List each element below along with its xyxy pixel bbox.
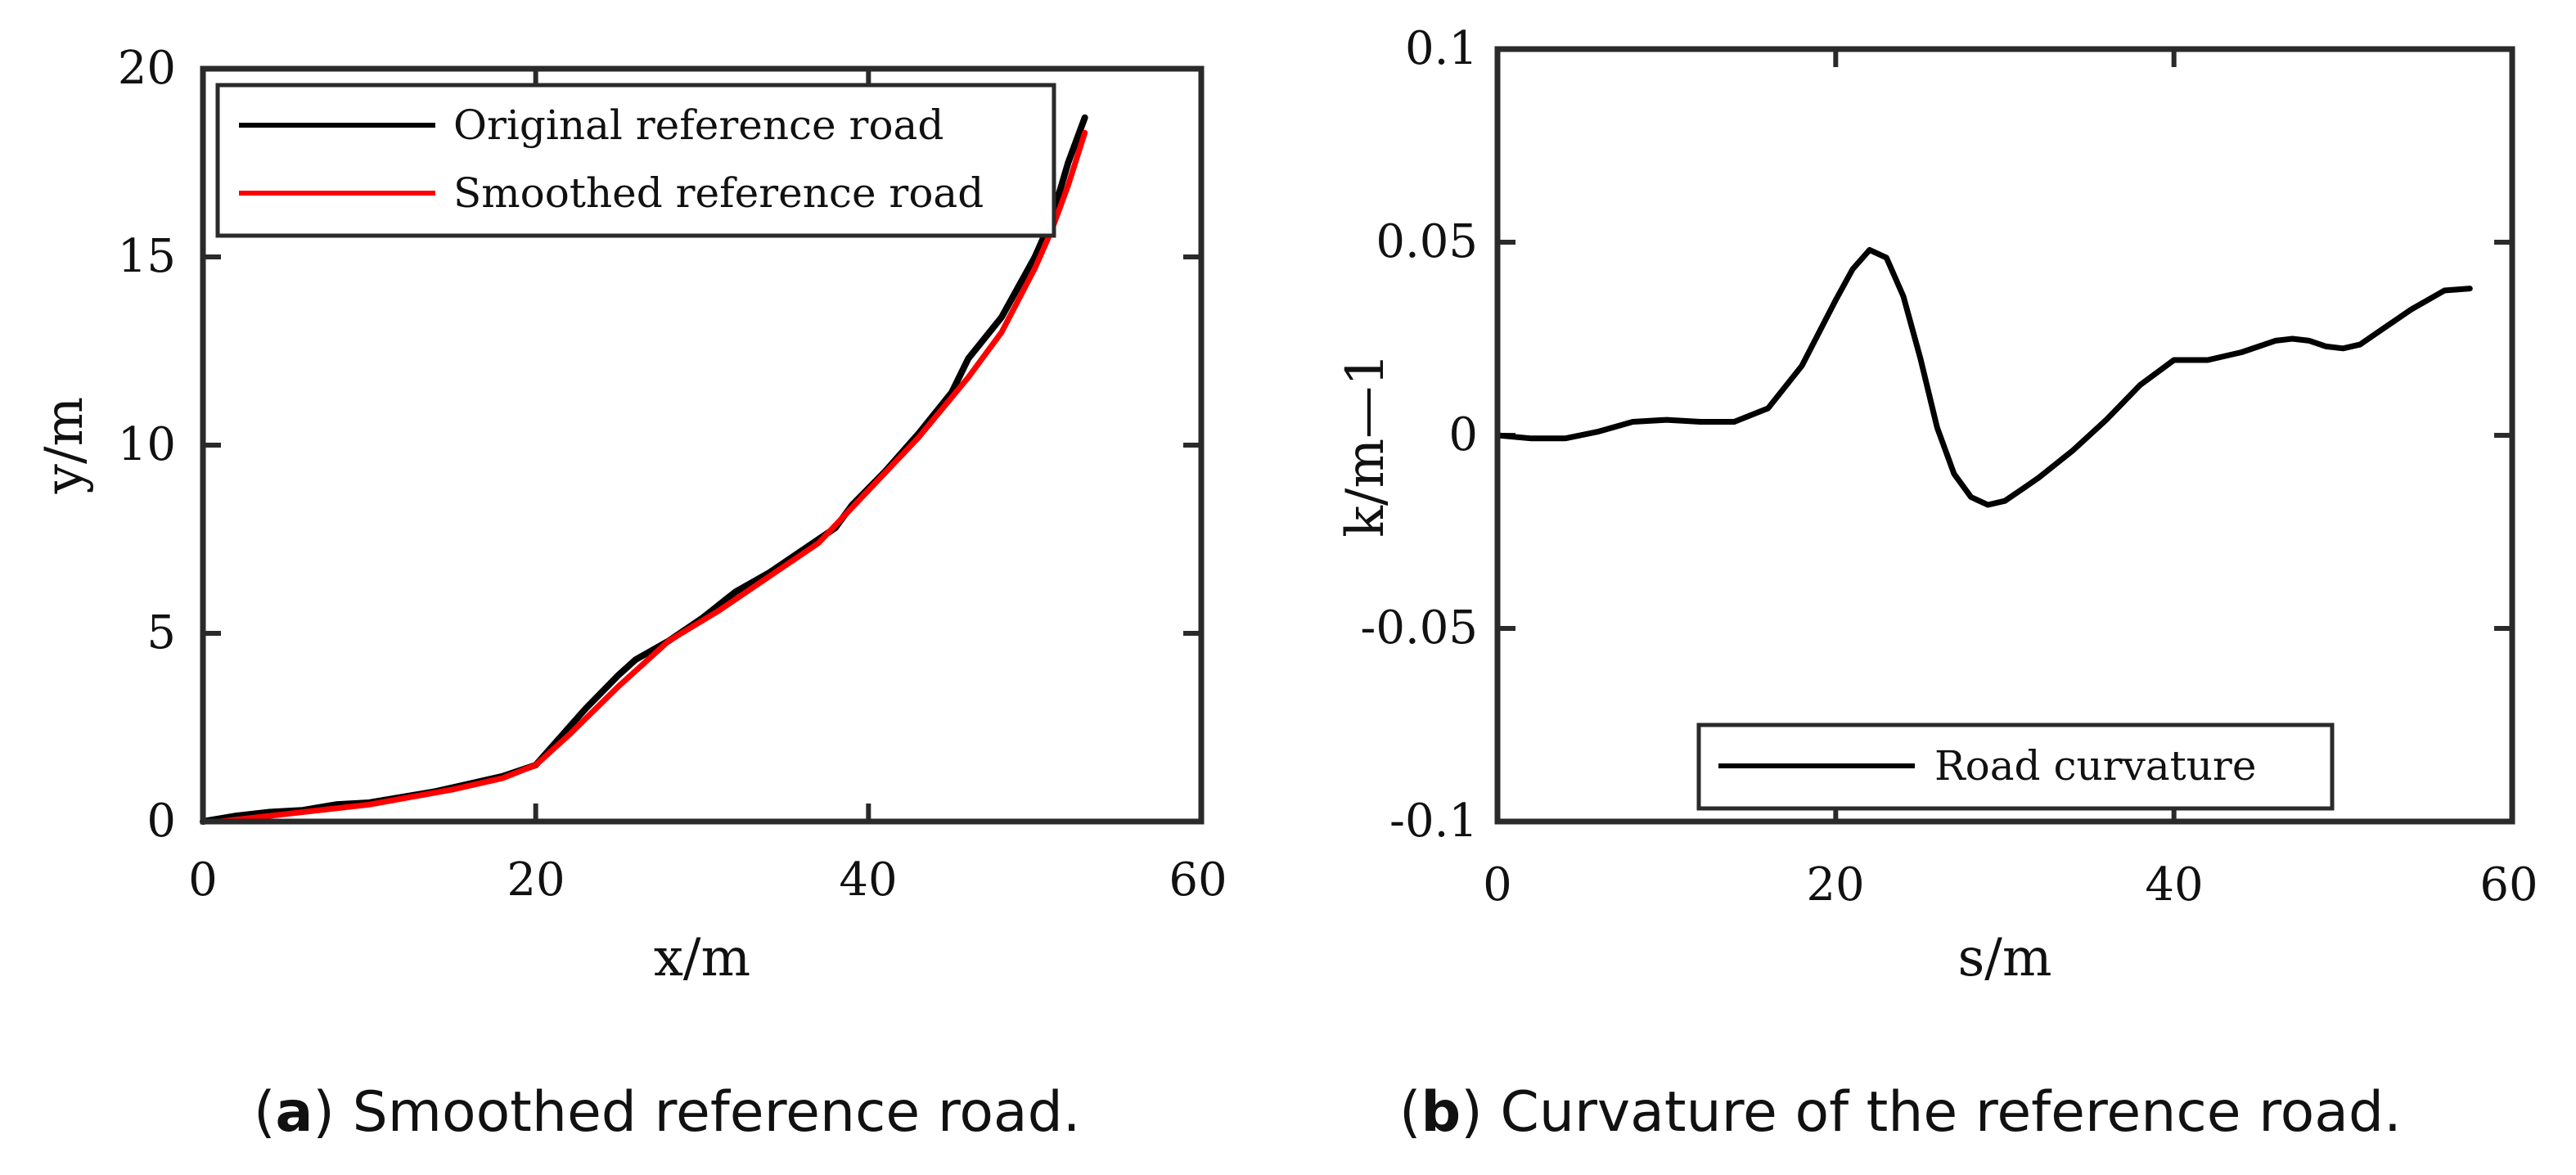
caption-a: (a) Smoothed reference road.: [254, 1080, 1081, 1145]
panel-b: 0 20 40 60 -0.1 -0.05 0 0.05 0.1 s/m k/m…: [1335, 22, 2538, 988]
panel-a-xlabel: x/m: [654, 928, 750, 988]
panel-b-ylabel: k/m—1: [1335, 353, 1396, 538]
panel-b-ytick-0.1: 0.1: [1405, 22, 1478, 75]
panel-b-xtick-20: 20: [1806, 858, 1864, 912]
panel-b-xtick-40: 40: [2145, 858, 2203, 912]
panel-a-xtick-20: 20: [507, 853, 565, 907]
panel-a-series-line-smoothed-reference-road: [216, 129, 1088, 825]
panel-a: 0 20 40 60 0 5 10 15 20 x/m y/m Original…: [34, 42, 1227, 988]
caption-b-text: Curvature of the reference road.: [1482, 1080, 2402, 1145]
panel-b-series-line-road-curvature: [1494, 246, 2473, 508]
caption-a-letter: a: [275, 1080, 313, 1145]
panel-a-legend-box: [215, 83, 1056, 238]
panel-a-ytick-10: 10: [118, 418, 176, 471]
panel-b-ytick-m0.05: -0.05: [1360, 601, 1478, 655]
panel-a-axes-box: [200, 65, 1205, 825]
caption-a-text: Smoothed reference road.: [334, 1080, 1081, 1145]
panel-a-xtick-0: 0: [188, 853, 218, 907]
panel-b-axes-box: [1494, 46, 2515, 825]
panel-a-ytick-20: 20: [118, 42, 176, 95]
panel-a-series: [200, 114, 1088, 825]
panel-b-ytick-m0.1: -0.1: [1389, 795, 1478, 848]
panel-a-ytick-5: 5: [146, 606, 176, 660]
panel-a-xtick-40: 40: [839, 853, 897, 907]
legend-label-road-curvature: Road curvature: [1934, 742, 2256, 790]
panel-b-legend: Road curvature: [1696, 723, 2335, 811]
panel-a-ylabel: y/m: [34, 397, 95, 494]
caption-b: (b) Curvature of the reference road.: [1399, 1080, 2402, 1145]
panel-b-xlabel: s/m: [1957, 928, 2051, 988]
panel-b-series: [1494, 246, 2473, 508]
panel-b-xtick-0: 0: [1483, 858, 1512, 912]
panel-b-xtick-60: 60: [2479, 858, 2538, 912]
panel-b-ticks: [1495, 47, 2515, 824]
panel-a-ytick-0: 0: [146, 795, 176, 848]
panel-a-xtick-60: 60: [1169, 853, 1227, 907]
panel-b-ytick-0: 0: [1448, 408, 1478, 461]
legend-label-smoothed-road: Smoothed reference road: [453, 169, 984, 217]
panel-b-ytick-0.05: 0.05: [1376, 215, 1478, 268]
panel-a-ytick-15: 15: [118, 230, 176, 283]
legend-label-original-road: Original reference road: [453, 101, 943, 149]
panel-a-legend: Original reference road Smoothed referen…: [215, 83, 1056, 238]
caption-b-letter: b: [1421, 1080, 1461, 1145]
